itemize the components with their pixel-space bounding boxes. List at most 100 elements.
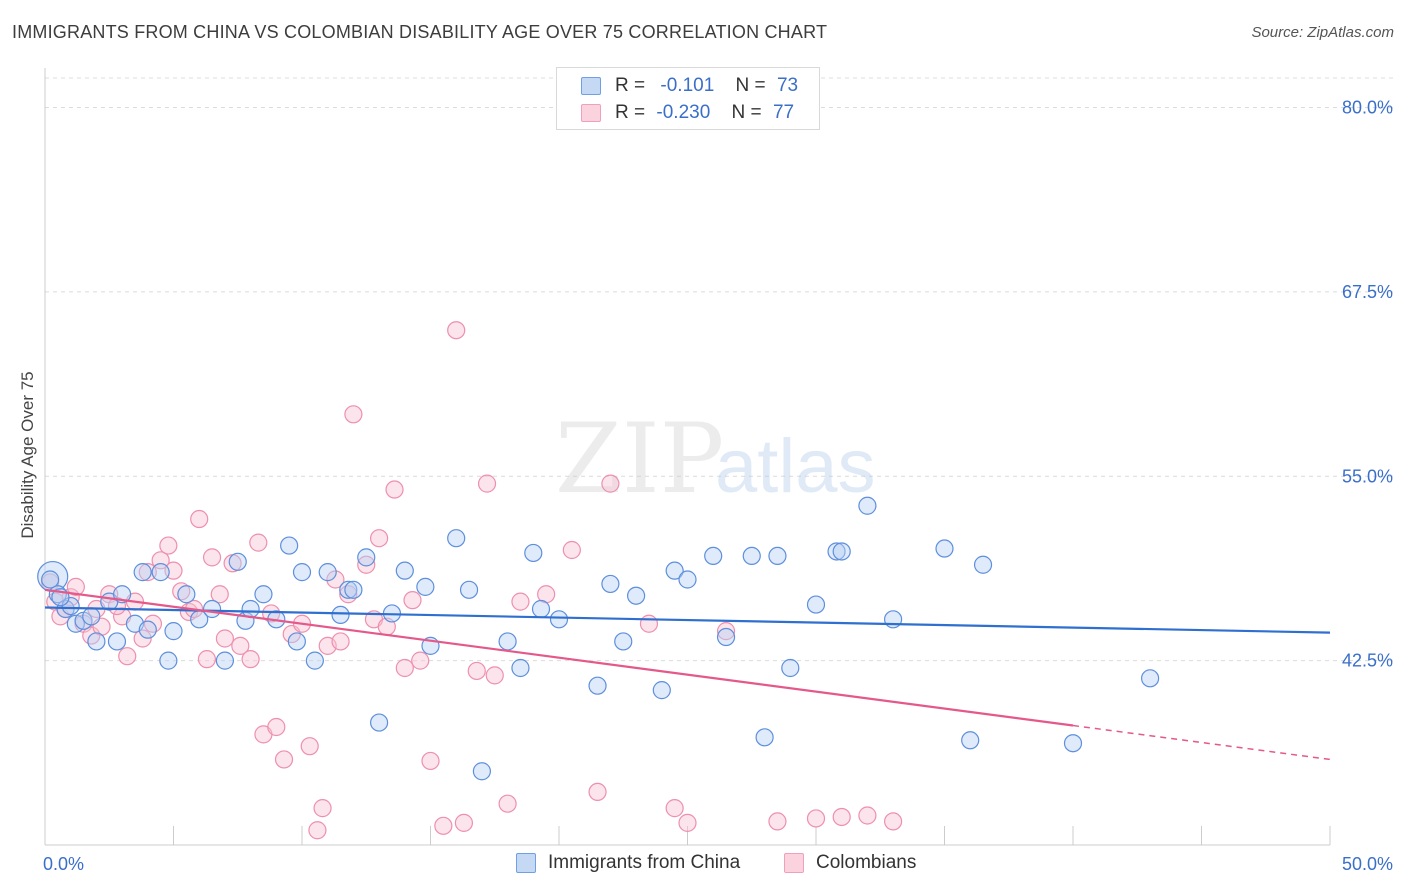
china-point (511, 658, 530, 678)
n-label: N = (731, 102, 762, 123)
colombians-point (267, 717, 286, 737)
colombians-swatch (581, 104, 601, 122)
x-tick-label: 0.0% (43, 854, 84, 874)
china-point (459, 580, 479, 599)
china-point (318, 563, 337, 582)
colombians-point (190, 509, 209, 529)
china-point (858, 496, 877, 515)
colombians-point (249, 533, 268, 552)
y-tick-label: 42.5% (1342, 651, 1393, 671)
r-label: R = (615, 75, 646, 96)
china-point (395, 561, 414, 580)
colombians-point (326, 570, 345, 589)
axes (44, 68, 1331, 846)
watermark-atlas: atlas (715, 424, 876, 509)
y-tick-label: 67.5% (1342, 282, 1393, 302)
china-points (37, 496, 1160, 781)
china-point (832, 542, 851, 561)
colombians-point (274, 750, 294, 769)
colombians-point (639, 614, 659, 633)
china-point (665, 561, 684, 580)
china-point (82, 607, 101, 626)
colombians-point (678, 813, 697, 832)
china-point (716, 627, 736, 647)
r-label: R = (615, 102, 646, 123)
colombians-legend-swatch (784, 853, 804, 873)
china-point (151, 563, 170, 582)
colombians-point (485, 666, 504, 685)
n-value-colombians: 77 (772, 102, 795, 123)
watermark: ZIP atlas (555, 403, 876, 515)
colombians-point (498, 794, 517, 813)
colombians-points (41, 321, 903, 840)
y-tick-label: 55.0% (1342, 466, 1393, 486)
china-point (280, 536, 299, 555)
china-point (138, 620, 157, 639)
r-value-colombians: -0.230 (656, 102, 711, 123)
colombians-point (331, 632, 350, 651)
colombians-point (210, 585, 229, 604)
trend-lines (44, 588, 1331, 761)
china-point (447, 529, 466, 548)
china-point (588, 676, 607, 695)
china-point (472, 762, 491, 781)
colombians-point (231, 636, 250, 655)
china-point (305, 651, 324, 670)
china-point (614, 632, 633, 651)
colombians-point (172, 582, 191, 601)
colombians-point (385, 480, 404, 499)
colombians-point (215, 629, 234, 648)
colombians-point (308, 821, 327, 840)
colombians-point (467, 661, 486, 681)
china-point (704, 546, 723, 566)
colombians-point (454, 813, 474, 832)
colombians-point (601, 474, 620, 493)
china-point (973, 555, 993, 574)
source-note: Source: ZipAtlas.com (1251, 24, 1394, 41)
colombians-point (665, 799, 684, 818)
colombians-point (858, 806, 877, 825)
china-point (961, 731, 980, 750)
colombians-point (370, 529, 389, 548)
china-point (87, 632, 106, 651)
colombians-point (118, 647, 137, 666)
watermark-zip: ZIP (555, 403, 724, 515)
china-point (524, 543, 543, 563)
china-point (755, 728, 774, 747)
colombians-point (403, 591, 422, 610)
china-point (806, 595, 826, 614)
china-point (935, 539, 954, 558)
x-tick-label: 50.0% (1342, 854, 1393, 874)
colombians-point (344, 405, 363, 424)
china-point (241, 599, 260, 619)
colombians-point (159, 536, 178, 555)
china-point (202, 599, 222, 619)
colombians-trend-line (44, 588, 1074, 727)
china-swatch (581, 77, 601, 95)
colombians-point (411, 651, 430, 670)
china-point (742, 546, 761, 566)
china-point (549, 610, 569, 629)
china-point (215, 651, 234, 670)
china-point (177, 585, 196, 604)
colombians-point (241, 650, 260, 669)
tick-labels: 42.5% 55.0% 67.5% 80.0% 0.0% 50.0% (43, 98, 1393, 875)
china-point (331, 605, 350, 625)
china-point (344, 580, 363, 599)
china-point (768, 546, 787, 566)
colombians-point (357, 555, 376, 574)
china-point (287, 632, 306, 651)
china-point (498, 632, 517, 651)
colombians-point (202, 548, 222, 567)
chart-title: IMMIGRANTS FROM CHINA VS COLOMBIAN DISAB… (12, 22, 828, 42)
colombians-point (313, 799, 332, 818)
colombians-point (133, 629, 152, 648)
china-point (781, 658, 800, 678)
china-point (339, 580, 358, 599)
colombians-trend-extension (1072, 724, 1331, 761)
china-point (107, 632, 127, 651)
china-point (531, 599, 551, 619)
colombians-point (806, 809, 826, 828)
china-point (159, 651, 178, 670)
